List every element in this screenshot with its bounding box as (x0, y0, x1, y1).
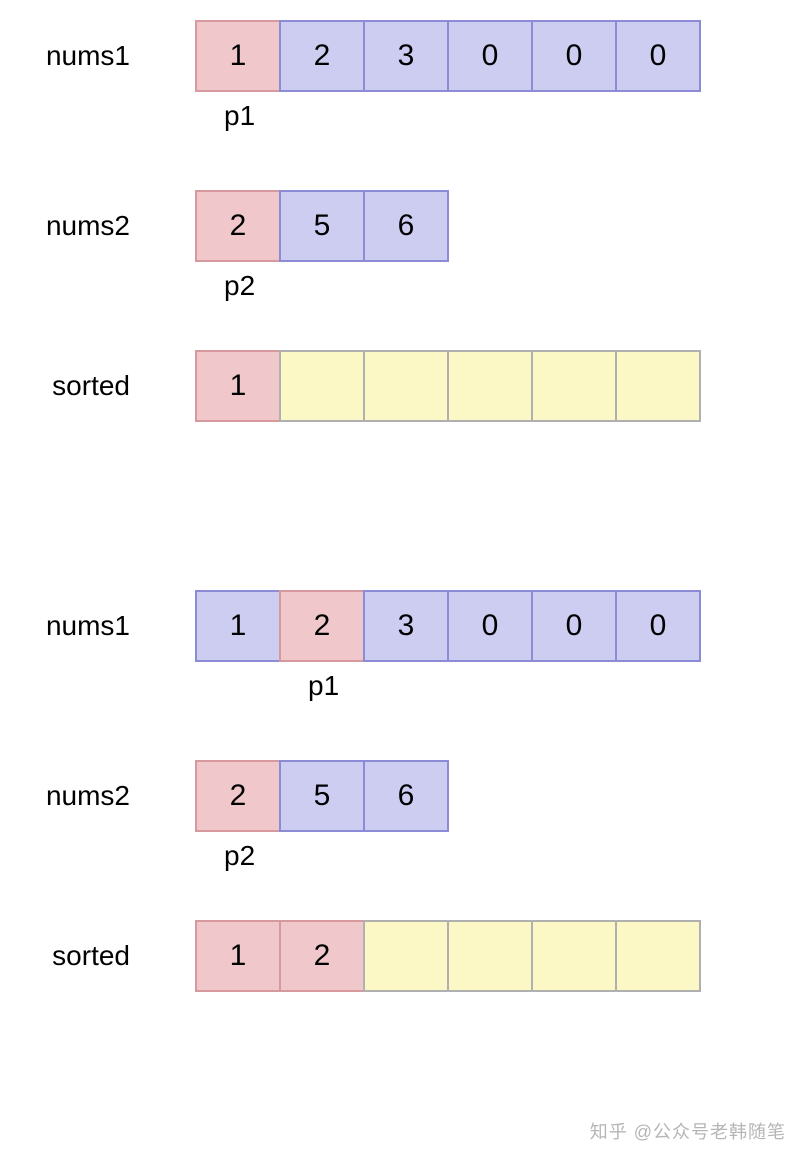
array-row-nums2: nums2 256 (0, 190, 449, 262)
array-cell (363, 350, 449, 422)
array-cell: 0 (615, 20, 701, 92)
array-cell: 2 (279, 20, 365, 92)
array-row-sorted: sorted 1 (0, 350, 701, 422)
pointer-label-p2: p2 (224, 840, 255, 872)
array-cell (615, 920, 701, 992)
array-cell: 1 (195, 590, 281, 662)
cells: 256 (195, 760, 449, 832)
row-label: sorted (0, 370, 150, 402)
pointer-label-p1: p1 (308, 670, 339, 702)
array-cell: 2 (279, 590, 365, 662)
array-cell: 2 (195, 190, 281, 262)
pointer-label-p2: p2 (224, 270, 255, 302)
array-cell: 6 (363, 190, 449, 262)
row-label: sorted (0, 940, 150, 972)
cells: 123000 (195, 20, 701, 92)
row-label: nums2 (0, 780, 150, 812)
cells: 12 (195, 920, 701, 992)
array-cell: 0 (531, 20, 617, 92)
array-row-sorted: sorted 12 (0, 920, 701, 992)
array-cell: 0 (615, 590, 701, 662)
array-cell: 0 (531, 590, 617, 662)
pointer-label-p1: p1 (224, 100, 255, 132)
array-row-nums1: nums1123000 (0, 590, 701, 662)
array-row-nums2: nums2 256 (0, 760, 449, 832)
row-label: nums2 (0, 210, 150, 242)
array-cell: 3 (363, 590, 449, 662)
watermark-text: 知乎 @公众号老韩随笔 (590, 1118, 786, 1144)
cells: 1 (195, 350, 701, 422)
array-cell (363, 920, 449, 992)
array-cell (531, 920, 617, 992)
array-cell: 5 (279, 190, 365, 262)
cells: 256 (195, 190, 449, 262)
array-cell: 1 (195, 20, 281, 92)
array-cell: 1 (195, 920, 281, 992)
array-cell: 5 (279, 760, 365, 832)
array-cell: 0 (447, 590, 533, 662)
cells: 123000 (195, 590, 701, 662)
array-cell: 2 (195, 760, 281, 832)
array-cell: 6 (363, 760, 449, 832)
array-cell: 2 (279, 920, 365, 992)
array-cell: 0 (447, 20, 533, 92)
array-cell (615, 350, 701, 422)
array-cell (279, 350, 365, 422)
array-cell (447, 350, 533, 422)
row-label: nums1 (0, 610, 150, 642)
array-row-nums1: nums1123000 (0, 20, 701, 92)
array-cell (447, 920, 533, 992)
array-cell: 1 (195, 350, 281, 422)
array-cell: 3 (363, 20, 449, 92)
row-label: nums1 (0, 40, 150, 72)
array-cell (531, 350, 617, 422)
